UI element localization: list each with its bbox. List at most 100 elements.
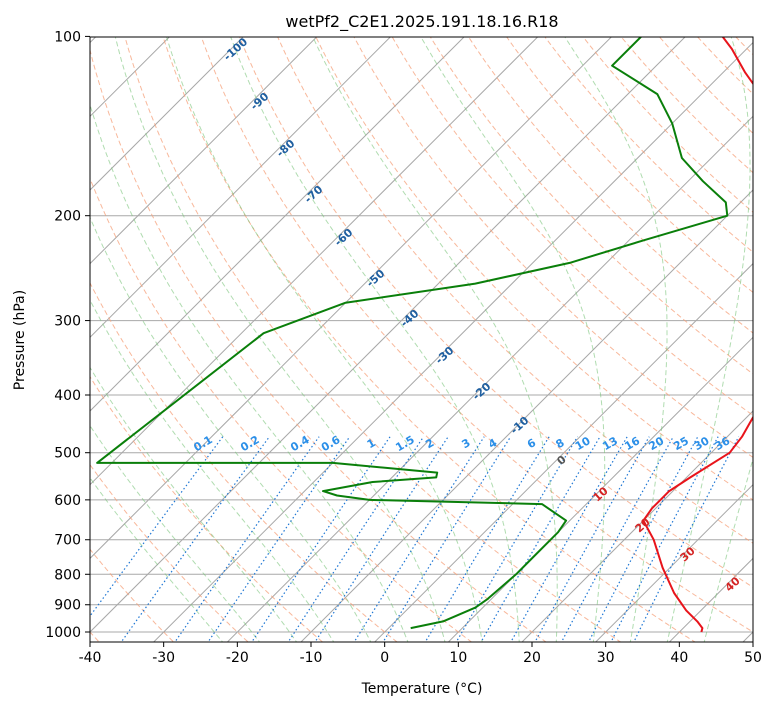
mixing-ratio-line [251,436,391,642]
dry-adiabat [162,37,696,642]
dry-adiabat [467,37,753,334]
isotherm-line [152,41,753,642]
mixing-ratio-line [610,436,719,642]
dry-adiabat [735,37,753,56]
y-tick-label: 500 [54,446,81,462]
y-tick-label: 100 [54,29,81,45]
isotherm-line [90,37,318,265]
x-tick-label: -30 [152,650,175,666]
x-tick-label: 20 [523,650,541,666]
moist-adiabat [90,477,224,642]
line-labels: 0.1 0.2 0.4 0.6 1 1.5 2 3 4 6 8 10 13 16 20 25 30 36-100-… [191,35,743,594]
moist-adiabat [90,366,298,642]
dry-adiabat [90,281,398,642]
x-tick-label: 40 [670,650,688,666]
moist-adiabat [90,299,335,642]
mixing-ratio-label: 36 [713,434,733,453]
temperature-profile [642,37,753,633]
mixing-ratio-line [510,436,628,642]
dry-adiabat [124,37,622,642]
moist-adiabat [564,37,668,642]
y-axis-ticks: 100 200 300 400 500 600 700 800 900 1000 [45,29,90,641]
dry-adiabat-label: -10 [508,414,532,437]
mixing-ratio-lines [90,436,740,642]
dry-adiabat-label: 30 [678,544,698,564]
dry-adiabat-label: -90 [248,90,272,113]
dry-adiabat [200,37,753,633]
moist-adiabat [166,37,483,642]
dry-adiabat-label: -60 [332,226,356,249]
dry-adiabat-lines [90,23,775,647]
dry-adiabat-label: 10 [591,484,611,504]
isotherm-line [447,336,753,642]
mixing-ratio-label: 4 [486,436,499,451]
mixing-ratio-label: 13 [600,434,620,453]
mixing-ratio-line [560,436,674,642]
x-axis-ticks: -40 -30 -20 -10 0 10 20 30 40 50 [79,642,762,666]
moist-adiabat [114,37,446,642]
plot-frame [89,36,754,643]
dry-adiabat [582,37,753,213]
moist-adiabat [666,37,751,642]
dry-adiabat [761,23,775,647]
x-tick-label: -20 [226,650,249,666]
dry-adiabat [239,37,753,588]
moist-adiabat [90,216,372,642]
chart-title: wetPf2_C2E1.2025.191.18.16.R18 [285,12,558,32]
mixing-ratio-line [633,436,740,642]
isotherm-line [742,631,753,642]
dry-adiabat-label: -40 [398,307,422,330]
mixing-ratio-line [587,436,699,642]
dry-adiabat [696,37,753,95]
dry-adiabat-label: -100 [221,35,250,63]
dry-adiabat [90,548,175,642]
y-tick-label: 800 [54,567,81,583]
moist-adiabat [420,37,606,642]
dry-adiabat [353,37,753,458]
mixing-ratio-line [287,436,425,642]
mixing-ratio-label: 20 [647,434,667,453]
isotherm-lines [90,37,753,642]
x-tick-label: 10 [449,650,467,666]
dry-adiabat [277,37,753,544]
dry-adiabat-label: -30 [433,344,457,367]
mixing-ratio-line [174,436,320,642]
mixing-ratio-line [480,436,601,642]
mixing-ratio-line [534,436,650,642]
mixing-ratio-line [314,436,449,642]
mixing-ratio-label: 0.6 [319,433,343,454]
dry-adiabat [90,177,473,642]
y-axis-label: Pressure (hPa) [12,290,28,390]
dry-adiabat [90,375,324,642]
isotherm-line [90,37,613,560]
dry-adiabat-label: -20 [470,380,494,403]
dry-adiabat [391,37,753,417]
mixing-ratio-label: 1 [365,436,378,451]
dry-adiabat [315,37,753,501]
mixing-ratio-line [382,436,512,642]
mixing-ratio-label: 3 [459,436,472,451]
x-tick-label: 30 [597,650,615,666]
mixing-ratio-line [90,436,224,618]
y-tick-label: 1000 [45,625,81,641]
y-tick-label: 400 [54,388,81,404]
dry-adiabat [506,37,753,293]
y-tick-label: 600 [54,493,81,509]
x-axis-label: Temperature (°C) [361,681,483,697]
dry-adiabat [90,48,547,642]
moist-adiabat [703,457,753,642]
isotherm-line [373,262,753,642]
x-tick-label: -10 [300,650,323,666]
mixing-ratio-label: 10 [573,434,593,453]
isotherm-line [90,37,686,633]
mixing-ratio-label: 1.5 [393,433,416,454]
dry-adiabat-label: 40 [723,574,743,594]
y-tick-label: 300 [54,314,81,330]
mixing-ratio-label: 0.1 [191,433,214,454]
moist-adiabat [312,37,558,642]
dry-adiabat-label: -50 [364,267,388,290]
isotherm-line [90,37,465,412]
dry-adiabat-label: -70 [302,183,326,206]
y-tick-label: 700 [54,533,81,549]
